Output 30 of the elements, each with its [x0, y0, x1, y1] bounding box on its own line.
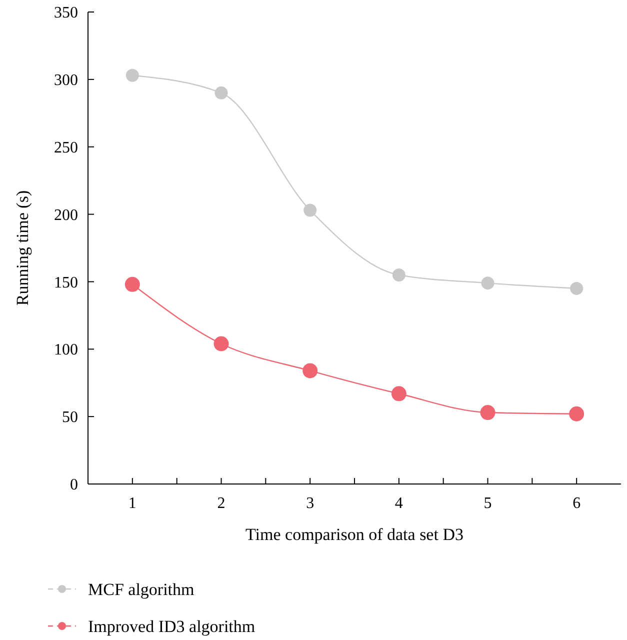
y-tick-label: 100: [54, 342, 78, 359]
x-tick-label: 1: [128, 495, 136, 512]
x-tick-label: 5: [484, 495, 492, 512]
y-tick-label: 250: [54, 139, 78, 156]
x-axis-title: Time comparison of data set D3: [246, 525, 464, 544]
point: [391, 386, 406, 402]
y-tick-label: 350: [54, 4, 78, 22]
point: [126, 68, 139, 82]
point: [392, 268, 406, 282]
x-tick-label: 2: [217, 495, 226, 512]
y-tick-label: 150: [54, 274, 78, 292]
y-tick-label: 300: [54, 72, 78, 90]
y-tick-label: 50: [62, 409, 78, 426]
y-tick-label: 0: [70, 476, 78, 494]
point: [214, 336, 229, 352]
point: [214, 86, 228, 100]
y-axis-title: Running time (s): [13, 190, 32, 306]
point: [124, 276, 140, 292]
legend-label: Improved ID3 algorithm: [88, 616, 256, 636]
legend-label: MCF algorithm: [88, 580, 194, 599]
point: [480, 405, 496, 420]
x-tick-label: 6: [572, 495, 581, 512]
point: [570, 282, 584, 295]
point: [304, 204, 317, 217]
x-tick-label: 4: [394, 495, 403, 512]
point: [569, 406, 584, 422]
point: [302, 363, 318, 378]
point: [481, 276, 494, 290]
x-tick-label: 3: [306, 495, 314, 512]
y-tick-label: 200: [54, 206, 78, 224]
